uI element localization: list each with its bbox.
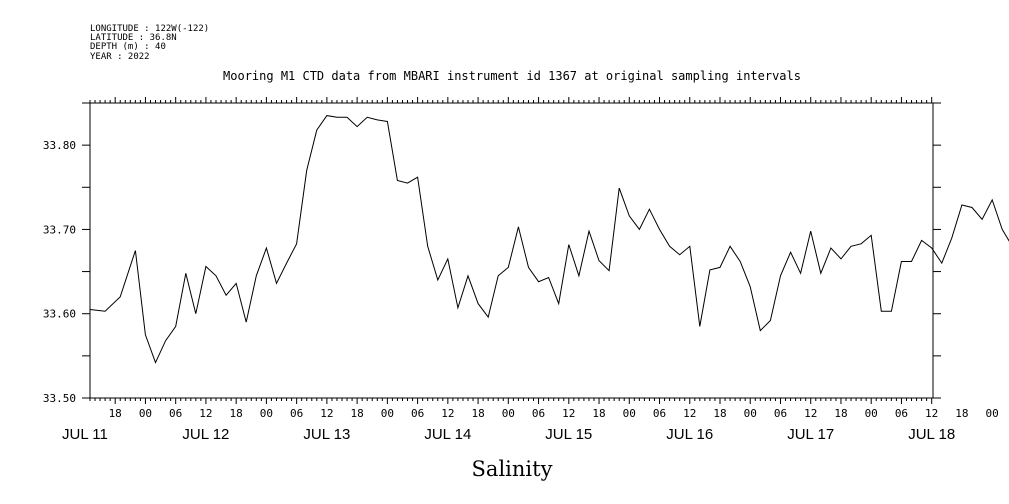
y-tick-label: 33.50 xyxy=(43,392,76,405)
x-hour-label: 12 xyxy=(199,407,212,420)
x-hour-label: 06 xyxy=(169,407,182,420)
x-hour-label: 18 xyxy=(471,407,484,420)
salinity-series-line xyxy=(89,115,1009,364)
x-hour-label: 12 xyxy=(320,407,333,420)
x-hour-label: 00 xyxy=(260,407,273,420)
year-text: YEAR : 2022 xyxy=(90,52,150,62)
x-day-label: JUL 13 xyxy=(303,426,350,443)
x-hour-label: 18 xyxy=(955,407,968,420)
x-hour-label: 18 xyxy=(109,407,122,420)
axis-ticks xyxy=(82,97,941,404)
y-tick-label: 33.70 xyxy=(43,223,76,236)
x-hour-label: 12 xyxy=(804,407,817,420)
x-hour-label: 12 xyxy=(441,407,454,420)
x-hour-label: 06 xyxy=(290,407,303,420)
x-hour-label: 18 xyxy=(350,407,363,420)
y-tick-label: 33.60 xyxy=(43,308,76,321)
x-day-label: JUL 16 xyxy=(666,426,713,443)
x-day-label: JUL 14 xyxy=(424,426,471,443)
x-hour-label: 00 xyxy=(623,407,636,420)
x-hour-labels: 18 00 06 12 18 00 06 12 18 00 06 12 18 00 06 12 18 00 06 12… xyxy=(109,407,999,420)
chart-title: Mooring M1 CTD data from MBARI instrumen… xyxy=(223,69,801,83)
x-hour-label: 18 xyxy=(713,407,726,420)
x-hour-label: 00 xyxy=(139,407,152,420)
x-day-label: JUL 17 xyxy=(787,426,834,443)
longitude-text: LONGITUDE : 122W(-122) xyxy=(90,24,209,34)
x-hour-label: 12 xyxy=(683,407,696,420)
x-hour-label: 06 xyxy=(411,407,424,420)
depth-text: DEPTH (m) : 40 xyxy=(90,42,166,52)
x-hour-label: 06 xyxy=(774,407,787,420)
x-hour-label: 06 xyxy=(532,407,545,420)
x-hour-label: 18 xyxy=(230,407,243,420)
x-hour-label: 06 xyxy=(895,407,908,420)
x-hour-label: 18 xyxy=(834,407,847,420)
latitude-text: LATITUDE : 36.8N xyxy=(90,33,177,43)
variable-label: Salinity xyxy=(472,457,553,481)
x-hour-label: 12 xyxy=(925,407,938,420)
x-day-label: JUL 18 xyxy=(908,426,955,443)
y-tick-label: 33.80 xyxy=(43,139,76,152)
x-hour-label: 18 xyxy=(592,407,605,420)
y-tick-labels: 33.50 33.60 33.70 33.80 xyxy=(43,139,76,405)
x-day-label: JUL 11 xyxy=(62,426,108,443)
x-hour-label: 00 xyxy=(502,407,515,420)
x-hour-label: 06 xyxy=(653,407,666,420)
x-hour-label: 00 xyxy=(381,407,394,420)
header-metadata: LONGITUDE : 122W(-122) LATITUDE : 36.8N … xyxy=(90,24,209,62)
x-day-label: JUL 12 xyxy=(182,426,229,443)
x-hour-label: 12 xyxy=(562,407,575,420)
x-hour-label: 00 xyxy=(744,407,757,420)
x-day-labels: JUL 11 JUL 12 JUL 13 JUL 14 JUL 15 JUL 16 JUL … xyxy=(62,426,955,443)
x-day-label: JUL 15 xyxy=(545,426,592,443)
x-hour-label: 00 xyxy=(865,407,878,420)
x-hour-label: 00 xyxy=(986,407,999,420)
